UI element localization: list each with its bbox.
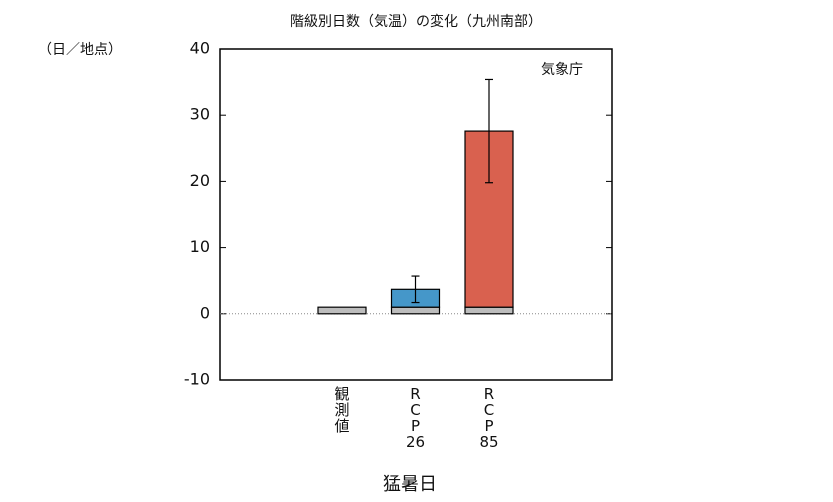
y-tick-label: 40 xyxy=(190,39,210,58)
bar xyxy=(464,306,514,315)
chart-title: 階級別日数（気温）の変化（九州南部） xyxy=(290,13,542,30)
plot-frame xyxy=(219,48,613,381)
x-tick-label: 観測値 xyxy=(334,385,349,435)
y-unit: （日／地点） xyxy=(38,42,122,58)
y-tick-label: 10 xyxy=(190,237,210,256)
y-tick-label: 20 xyxy=(190,171,210,190)
x-axis-title: 猛暑日 xyxy=(383,474,437,495)
x-tick-label: R C P 85 xyxy=(479,385,498,451)
bar xyxy=(390,306,441,315)
error-bar xyxy=(411,275,420,304)
bar xyxy=(317,306,367,315)
error-bar xyxy=(485,78,493,184)
x-tick-label: R C P 26 xyxy=(406,385,425,451)
y-tick-label: 0 xyxy=(200,303,210,322)
y-tick-label: -10 xyxy=(184,370,210,389)
y-tick-label: 30 xyxy=(190,105,210,124)
annotation: 気象庁 xyxy=(541,62,583,78)
